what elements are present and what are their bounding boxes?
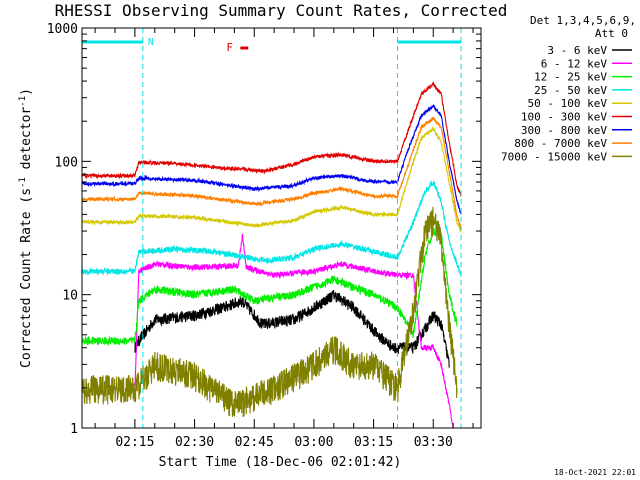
legend-entry-label: 300 - 800 keV (521, 124, 607, 137)
legend-entry-label: 7000 - 15000 keV (501, 150, 607, 163)
series-line-3 (82, 228, 458, 347)
legend-entry-label: 50 - 100 keV (528, 97, 608, 110)
y-tick-label: 1 (70, 422, 78, 437)
x-tick-label: 02:15 (115, 435, 154, 450)
x-tick-label: 02:45 (235, 435, 274, 450)
series-line-4 (82, 179, 462, 277)
legend-header-line2: Att 0 (595, 27, 628, 40)
x-tick-label: 02:30 (175, 435, 214, 450)
x-tick-label: 03:15 (354, 435, 393, 450)
generation-timestamp: 18-Oct-2021 22:01 (554, 468, 636, 477)
legend-entry-label: 100 - 300 keV (521, 111, 607, 124)
legend-entry-label: 25 - 50 keV (534, 84, 607, 97)
series-line-8 (82, 116, 462, 230)
legend-header-line1: Det 1,3,4,5,6,9, (530, 14, 636, 27)
legend-entry-label: 12 - 25 keV (534, 71, 607, 84)
series-line-6 (82, 81, 462, 197)
y-tick-label: 1000 (47, 22, 78, 37)
flare-label: F (226, 41, 233, 54)
series-line-7 (82, 103, 462, 215)
y-axis-label-main: Corrected Count Rate (s (19, 188, 34, 368)
y-tick-label: 10 (62, 289, 78, 304)
plot-frame (81, 27, 482, 429)
series-line-1 (134, 289, 450, 368)
legend-entry-label: 6 - 12 keV (541, 57, 608, 70)
y-axis-label-sup2: -1 (18, 96, 28, 107)
axes: 1 10 100 1000 02:15 02:30 02:45 03:00 03:15 03:30 (47, 22, 481, 450)
x-tick-label: 03:30 (414, 435, 453, 450)
y-axis-label-end: ) (19, 88, 34, 96)
x-axis-label: Start Time (18-Dec-06 02:01:42) (159, 455, 402, 470)
y-axis-label: Corrected Count Rate (s-1 detector-1) (18, 88, 34, 368)
x-tick-label: 03:00 (294, 435, 333, 450)
chart-title: RHESSI Observing Summary Count Rates, Co… (55, 1, 508, 20)
y-axis-label-sup1: -1 (18, 177, 28, 188)
series-line-9 (82, 206, 458, 418)
series-line-5 (82, 126, 462, 234)
night-label: N (148, 37, 154, 48)
y-tick-label: 100 (55, 155, 78, 170)
legend-entry-label: 3 - 6 keV (547, 44, 607, 57)
y-axis-label-mid: detector (19, 107, 34, 178)
series-group (82, 81, 462, 428)
series-line-2 (134, 233, 454, 428)
legend-entry-label: 800 - 7000 keV (514, 137, 607, 150)
